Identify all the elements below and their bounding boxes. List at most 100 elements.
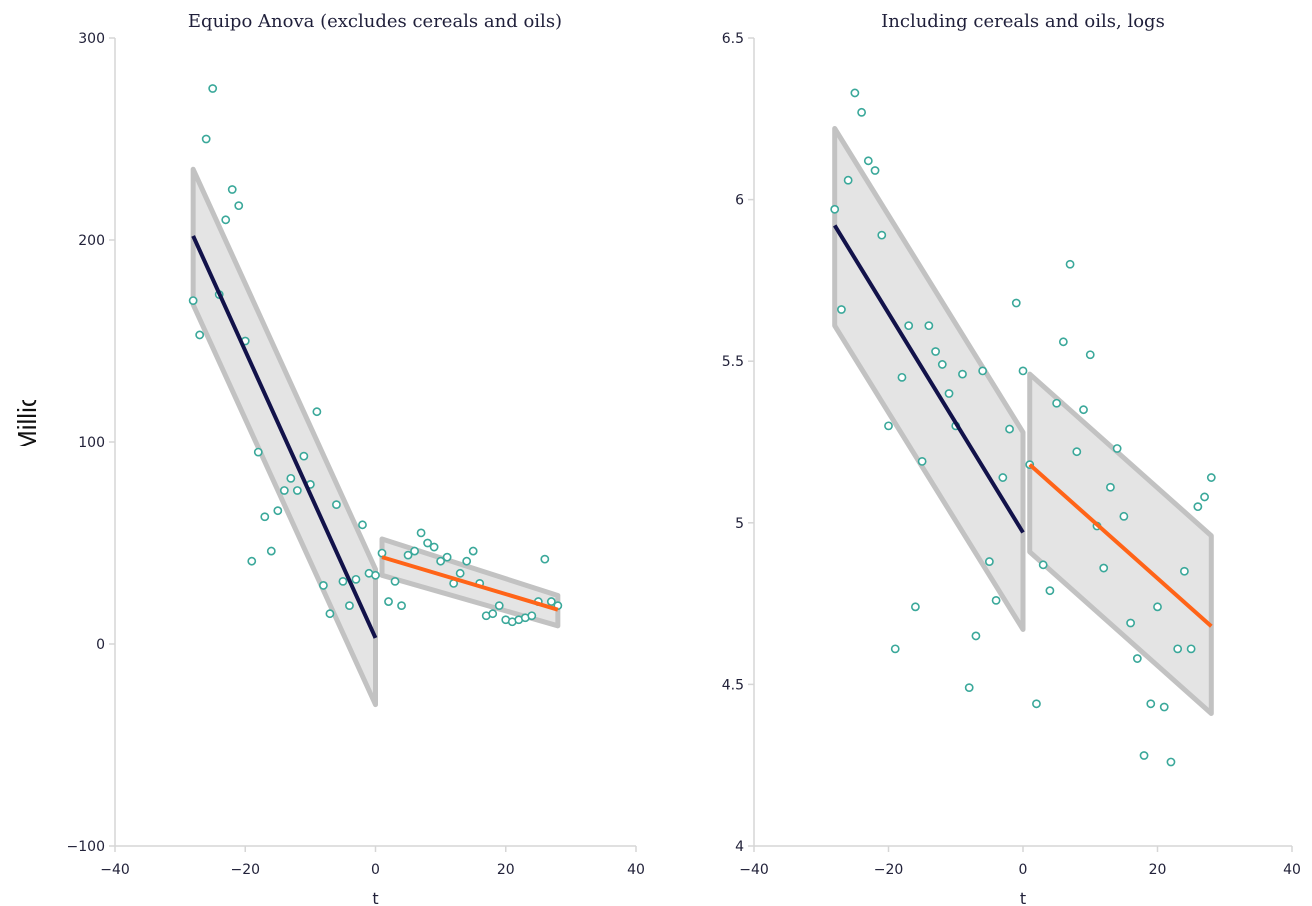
data-point [546,597,556,606]
data-point [527,611,537,621]
x-tick-label: −20 [230,862,260,878]
data-point [843,175,853,185]
y-tick-label: 0 [96,637,105,653]
data-point [877,230,887,240]
data-point [494,601,504,611]
data-point [390,576,400,586]
data-point [201,134,211,144]
data-point [286,473,296,483]
data-point [266,546,276,556]
data-point [279,486,289,495]
data-point [227,185,237,194]
data-point [1206,473,1216,482]
data-point [429,542,439,552]
data-point [540,554,550,564]
data-point [837,305,846,314]
y-tick-label: 100 [78,435,105,451]
data-point [351,574,361,584]
data-point [338,576,348,586]
data-point [1200,492,1209,502]
x-tick-label: 20 [1149,862,1167,878]
x-tick-label: −40 [739,862,769,878]
data-point [830,204,840,214]
data-point [1146,699,1156,709]
data-point [1126,618,1135,628]
data-point [1079,405,1088,415]
data-point [1186,644,1196,654]
y-axis-label: Imports (Millions of USD) [12,266,42,555]
data-point [462,556,472,566]
data-point [1052,398,1062,408]
data-point [332,500,341,510]
x-tick-label: 40 [627,862,645,878]
data-point [188,296,198,305]
data-point [1119,511,1129,521]
data-point [1065,259,1075,269]
data-point [1099,563,1109,573]
data-point [890,644,900,654]
data-point [403,550,413,560]
data-point [937,360,947,369]
data-point [924,321,934,331]
data-point [384,597,393,606]
data-point [468,546,478,556]
data-point [377,548,387,558]
data-point [850,88,860,98]
x-tick-label: 0 [1019,862,1028,878]
data-point [1139,751,1149,760]
data-point [253,447,263,457]
data-point [436,556,446,566]
chart-panel-2: Including cereals and oils, logs 4 4.5 5 5.5… [722,11,1301,906]
data-point [397,601,406,611]
data-point [1112,444,1122,453]
data-point [863,156,873,166]
data-point [1038,560,1048,570]
data-point [1011,298,1021,308]
data-point [1072,447,1082,457]
data-point [857,107,866,117]
data-point [299,451,309,461]
data-point [917,456,927,466]
x-tick-label: 40 [1283,862,1301,878]
data-point [488,609,498,619]
y-tick-label: 200 [78,233,105,249]
data-point [1005,424,1014,434]
y-tick-label: 4.5 [722,677,744,693]
data-point [345,601,354,611]
chart-title: Including cereals and oils, logs [881,11,1165,32]
fit-line-1 [832,224,1025,534]
y-tick-label: 4 [735,839,744,855]
data-point [318,581,328,590]
y-tick-label: 5.5 [722,354,744,370]
data-point [991,595,1001,605]
data-point [195,330,205,340]
data-point [1032,699,1041,709]
x-axis-label: t [372,889,378,906]
x-axis-label: t [1020,889,1026,906]
data-point [423,538,432,548]
data-point [358,520,367,530]
data-point [1018,366,1028,376]
data-point [1132,654,1142,663]
data-point [1153,602,1162,612]
data-point [958,369,967,379]
data-point [247,556,257,566]
fit-line-2 [381,555,559,612]
data-point [897,372,907,382]
data-point [1106,482,1115,492]
y-tick-label: 300 [78,31,105,47]
data-point [911,602,920,612]
data-point [234,201,244,211]
data-point [208,84,218,93]
data-point [371,570,380,580]
data-point [1180,566,1189,576]
data-point [1058,337,1068,347]
data-point [931,347,940,356]
data-point [1159,702,1169,712]
data-point [292,486,302,495]
data-point [455,568,465,578]
data-point [410,546,419,556]
y-tick-label: 6 [735,193,744,209]
data-point [904,321,914,331]
